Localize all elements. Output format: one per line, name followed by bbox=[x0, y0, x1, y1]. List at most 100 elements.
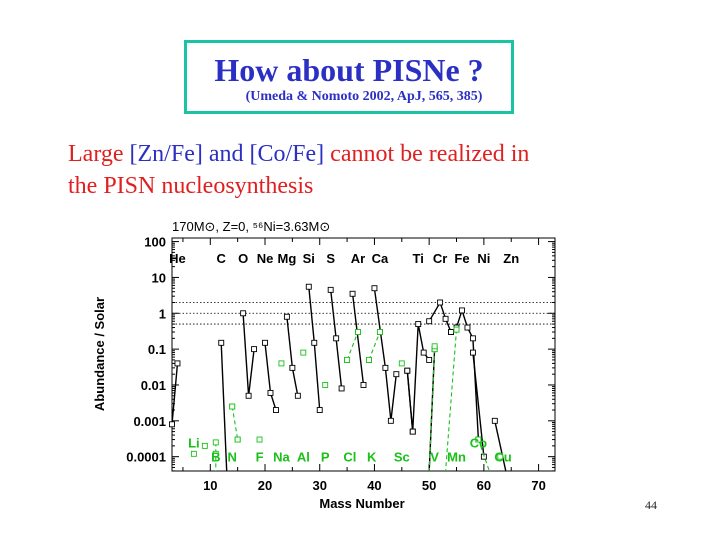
green-series-line bbox=[231, 406, 239, 440]
green-series-line bbox=[428, 349, 436, 472]
green-point bbox=[278, 360, 285, 367]
element-label: Cr bbox=[433, 251, 447, 266]
element-label: O bbox=[238, 251, 248, 266]
element-label-odd: N bbox=[227, 450, 236, 465]
x-tick-label: 70 bbox=[531, 478, 545, 493]
green-point bbox=[355, 329, 361, 335]
element-label: He bbox=[169, 251, 186, 266]
page-number: 44 bbox=[645, 498, 657, 512]
green-point bbox=[497, 453, 504, 460]
x-tick-label: 30 bbox=[312, 478, 326, 493]
element-label: Ti bbox=[413, 251, 424, 266]
green-series-line bbox=[445, 329, 458, 472]
green-point bbox=[344, 356, 351, 363]
series-line bbox=[373, 288, 397, 421]
element-label-odd: Li bbox=[188, 435, 200, 450]
data-point bbox=[469, 349, 476, 356]
series-line bbox=[242, 313, 255, 396]
data-point bbox=[459, 307, 465, 314]
green-point bbox=[190, 450, 197, 457]
green-point bbox=[475, 436, 482, 443]
element-label-odd: Na bbox=[273, 450, 290, 465]
green-point bbox=[376, 329, 383, 335]
data-point bbox=[305, 283, 312, 290]
series-line bbox=[428, 300, 452, 333]
data-point bbox=[174, 360, 181, 367]
data-point bbox=[464, 324, 471, 331]
data-point bbox=[409, 428, 416, 435]
slide-statement: Large [Zn/Fe] and [Co/Fe] cannot be real… bbox=[68, 138, 529, 202]
series-line bbox=[406, 323, 430, 432]
series-line bbox=[494, 420, 507, 472]
data-point bbox=[333, 335, 340, 342]
green-point bbox=[453, 326, 460, 333]
green-point bbox=[322, 382, 329, 388]
x-tick-label: 40 bbox=[367, 478, 381, 493]
data-point bbox=[382, 364, 389, 371]
data-point bbox=[218, 339, 225, 346]
data-point bbox=[311, 339, 318, 346]
element-label-odd: K bbox=[367, 450, 377, 465]
statement-part2: [Zn/Fe] bbox=[129, 141, 203, 167]
statement-part5: cannot be realized in bbox=[324, 141, 530, 167]
green-point bbox=[201, 442, 208, 449]
data-point bbox=[469, 335, 476, 342]
series-line bbox=[286, 316, 299, 396]
element-label-odd: Co bbox=[470, 435, 487, 450]
data-point bbox=[437, 299, 444, 306]
data-point bbox=[294, 392, 301, 399]
x-axis-label: Mass Number bbox=[319, 496, 404, 511]
data-point bbox=[442, 315, 449, 322]
y-tick-label: 1 bbox=[159, 306, 166, 321]
data-point bbox=[387, 417, 394, 424]
data-point bbox=[262, 339, 268, 346]
series-line bbox=[220, 342, 228, 472]
green-point bbox=[212, 450, 219, 457]
data-point bbox=[245, 392, 252, 399]
element-label-odd: Cu bbox=[494, 450, 511, 465]
element-label: S bbox=[326, 251, 335, 266]
element-label: Zn bbox=[503, 251, 519, 266]
y-tick-label: 0.01 bbox=[141, 378, 166, 393]
data-point bbox=[169, 421, 175, 428]
data-point bbox=[349, 290, 356, 297]
data-point bbox=[289, 364, 296, 371]
green-point bbox=[300, 349, 307, 356]
element-label-odd: Al bbox=[297, 450, 310, 465]
element-label-odd: B bbox=[211, 450, 220, 465]
statement-part4: [Co/Fe] bbox=[249, 141, 325, 167]
data-point bbox=[393, 371, 400, 378]
element-label: Fe bbox=[454, 251, 469, 266]
statement-part1: Large bbox=[68, 141, 130, 167]
series-line bbox=[264, 342, 277, 411]
green-series-line bbox=[477, 439, 490, 472]
series-line bbox=[472, 352, 485, 457]
element-label: Ca bbox=[372, 251, 389, 266]
green-point bbox=[234, 436, 241, 443]
element-label-odd: V bbox=[430, 450, 439, 465]
slide-subtitle: (Umeda & Nomoto 2002, ApJ, 565, 385) bbox=[245, 89, 483, 104]
x-tick-label: 60 bbox=[477, 478, 491, 493]
data-point bbox=[404, 367, 411, 374]
series-line bbox=[308, 286, 321, 411]
green-point bbox=[212, 439, 219, 446]
green-point bbox=[229, 403, 236, 410]
element-label: Ni bbox=[477, 251, 490, 266]
green-series-line bbox=[346, 331, 359, 361]
data-point bbox=[420, 349, 427, 356]
green-point bbox=[256, 436, 263, 443]
x-tick-label: 50 bbox=[422, 478, 436, 493]
element-label-odd: Mn bbox=[447, 450, 466, 465]
data-point bbox=[273, 407, 279, 413]
element-label: Ne bbox=[257, 251, 274, 266]
data-point bbox=[491, 417, 498, 424]
y-tick-label: 0.0001 bbox=[126, 450, 166, 465]
data-point bbox=[426, 318, 433, 325]
green-point bbox=[366, 356, 372, 363]
data-point bbox=[240, 310, 247, 317]
data-point bbox=[251, 346, 258, 353]
statement-part3: and bbox=[202, 141, 250, 167]
element-label: Si bbox=[303, 251, 315, 266]
series-line bbox=[351, 293, 365, 386]
